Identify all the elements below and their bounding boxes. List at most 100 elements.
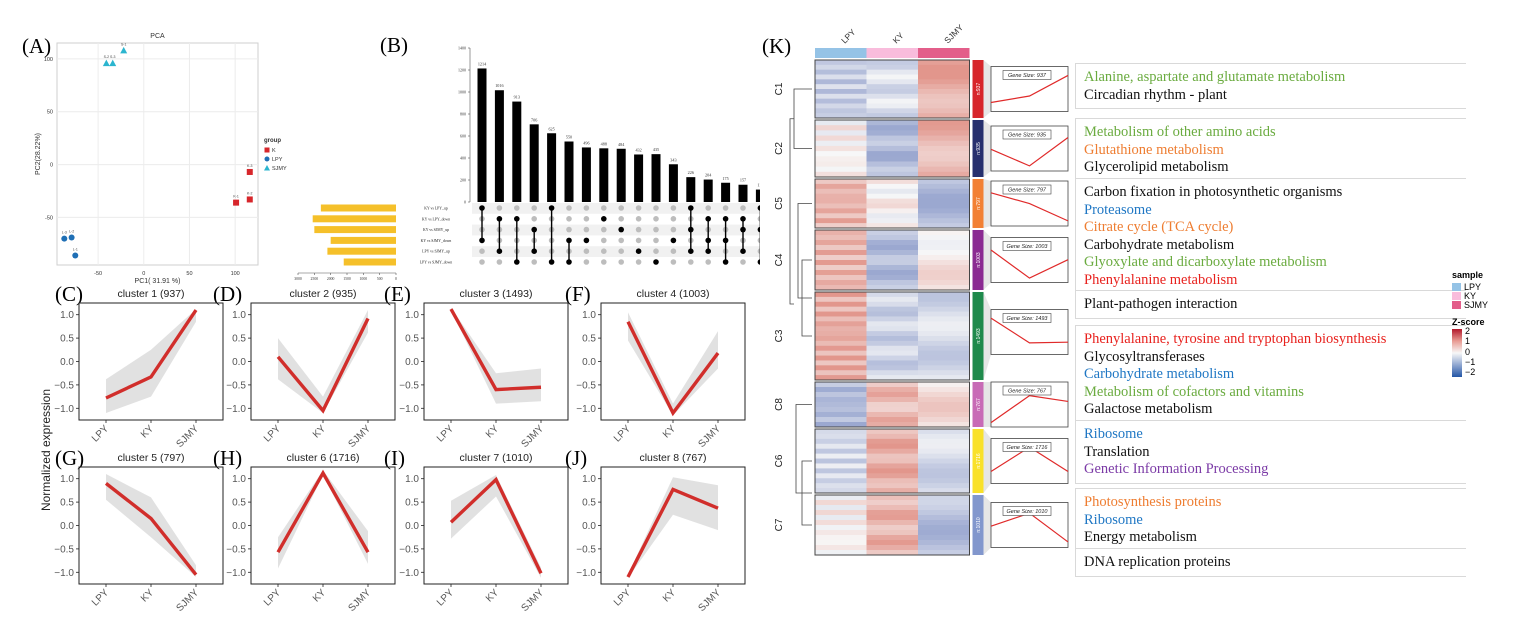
- intersection-bar: [581, 147, 591, 202]
- heatmap-cell: [866, 292, 918, 298]
- y-tick-label: −0.5: [54, 380, 74, 391]
- block-border: [814, 178, 970, 229]
- bar-value-label: 343: [670, 157, 676, 162]
- heatmap-cell: [866, 171, 918, 178]
- zscore-tick-label: 2: [1465, 326, 1471, 336]
- heatmap-cell: [918, 429, 970, 435]
- cluster-count: n:935: [976, 142, 982, 155]
- heatmap-block: [814, 119, 970, 178]
- block-border: [814, 291, 970, 381]
- heatmap-cell: [866, 326, 918, 332]
- heatmap-cell: [815, 545, 867, 551]
- heatmap-cell: [815, 407, 867, 413]
- y-tick-label: −0.5: [226, 380, 246, 391]
- cluster-plot: cluster 5 (797) −1.0 −0.5 0.0 0.5 1.0 LPY KY SJM…: [54, 452, 224, 614]
- cluster-plot: cluster 4 (1003) −1.0 −0.5 0.0 0.5 1.0 LPY KY SJ…: [576, 288, 746, 450]
- heatmap-cell: [866, 321, 918, 327]
- heatmap-cell: [815, 171, 867, 178]
- bar-value-label: 496: [583, 140, 589, 145]
- heatmap-cell: [815, 223, 867, 229]
- column-label: SJMY: [942, 22, 965, 45]
- matrix-dot: [653, 216, 659, 222]
- set-axis-label: 500: [377, 277, 383, 280]
- pathway-group: Ribosome Translation Genetic Information P…: [1075, 420, 1466, 484]
- matrix-dot: [514, 205, 520, 211]
- y-tick-label: −1.0: [54, 568, 74, 579]
- matrix-dot: [670, 248, 677, 254]
- block-border: [814, 494, 970, 556]
- heatmap-cell: [918, 208, 970, 214]
- heatmap-cell: [815, 540, 867, 546]
- block-border: [814, 428, 970, 494]
- matrix-row-stripe: [472, 246, 760, 257]
- link-connector: [983, 120, 991, 177]
- cluster-row-label: C3: [774, 329, 785, 342]
- intersection-bar: [494, 90, 504, 202]
- gene-size-label: Gene Size: 1716: [1007, 445, 1049, 451]
- cluster-count: n:797: [976, 197, 982, 210]
- heatmap-cell: [918, 375, 970, 381]
- cluster-plot: cluster 8 (767) −1.0 −0.5 0.0 0.5 1.0 LPY KY SJM…: [576, 452, 746, 614]
- pca-chart: -50 0 50 100 -50 0 50 100 PCA PC1( 31.91 %) PC2(28…: [35, 33, 287, 285]
- heatmap-cell: [815, 500, 867, 506]
- link-connector: [983, 382, 991, 427]
- pathway-group: Phenylalanine, tyrosine and tryptophan b…: [1075, 325, 1466, 424]
- point-label: L-1: [73, 247, 78, 251]
- heatmap-cell: [918, 103, 970, 109]
- heatmap-cell: [815, 188, 867, 195]
- heatmap-cell: [918, 135, 970, 142]
- pathway-term: Glycosyltransferases: [1084, 348, 1205, 365]
- link-connector: [983, 179, 991, 228]
- heatmap-cell: [815, 156, 867, 162]
- heatmap-cell: [866, 113, 918, 119]
- heatmap-cell: [866, 230, 918, 236]
- cluster-plot: cluster 6 (1716) −1.0 −0.5 0.0 0.5 1.0 LPY KY SJ…: [226, 452, 396, 614]
- set-axis-label: 1500: [343, 277, 351, 280]
- heatmap-cell: [815, 151, 867, 157]
- cluster-color-bar: [972, 120, 984, 177]
- x-tick-label: KY: [484, 423, 501, 440]
- heatmap-cell: [815, 453, 867, 460]
- matrix-dot: [670, 205, 677, 211]
- heatmap-cell: [866, 525, 918, 531]
- heatmap-cell: [866, 64, 918, 71]
- confidence-band: [451, 307, 541, 404]
- y-tick-label: 0: [464, 200, 466, 205]
- heatmap-cell: [815, 203, 867, 209]
- intersection-bar: [529, 124, 539, 202]
- matrix-dot: [688, 259, 694, 265]
- x-tick-label: KY: [661, 423, 678, 440]
- heatmap-cell: [866, 98, 918, 104]
- heatmap-cell: [866, 93, 918, 100]
- y-tick-label: −0.5: [576, 544, 596, 555]
- cluster-color-bar: [972, 292, 984, 380]
- heatmap-block: [814, 291, 970, 381]
- mean-line: [276, 469, 370, 554]
- gene-size-box: [1002, 313, 1052, 323]
- heatmap-cell: [815, 326, 867, 332]
- link-connector: [983, 292, 991, 380]
- heatmap-cell: [866, 392, 918, 398]
- legend-swatch: [1452, 291, 1461, 300]
- heatmap-cell: [815, 468, 867, 474]
- heatmap-legend: sample LPY KY SJMY Z-score 2 1 0 −1 −2: [1452, 270, 1488, 377]
- matrix-dot: [618, 216, 624, 222]
- heatmap-cell: [815, 240, 867, 246]
- set-label: KY vs SJMY_up: [423, 228, 449, 232]
- x-tick-label: 50: [186, 271, 192, 277]
- block-border: [814, 59, 970, 119]
- matrix-dot: [496, 205, 503, 211]
- matrix-dot: [601, 237, 607, 244]
- heatmap-cell: [918, 495, 970, 501]
- zscore-legend-title: Z-score: [1452, 317, 1485, 327]
- heatmap-cell: [866, 130, 918, 137]
- intersection-bar: [477, 68, 487, 203]
- heatmap-cell: [866, 345, 918, 352]
- matrix-dot: [618, 226, 624, 233]
- heatmap-cell: [815, 60, 867, 66]
- heatmap-cell: [918, 387, 970, 393]
- cluster-row-label: C7: [774, 518, 785, 531]
- matrix-row-stripe: [472, 224, 760, 236]
- pathway-term: Circadian rhythm - plant: [1084, 86, 1227, 103]
- heatmap-cell: [918, 113, 970, 119]
